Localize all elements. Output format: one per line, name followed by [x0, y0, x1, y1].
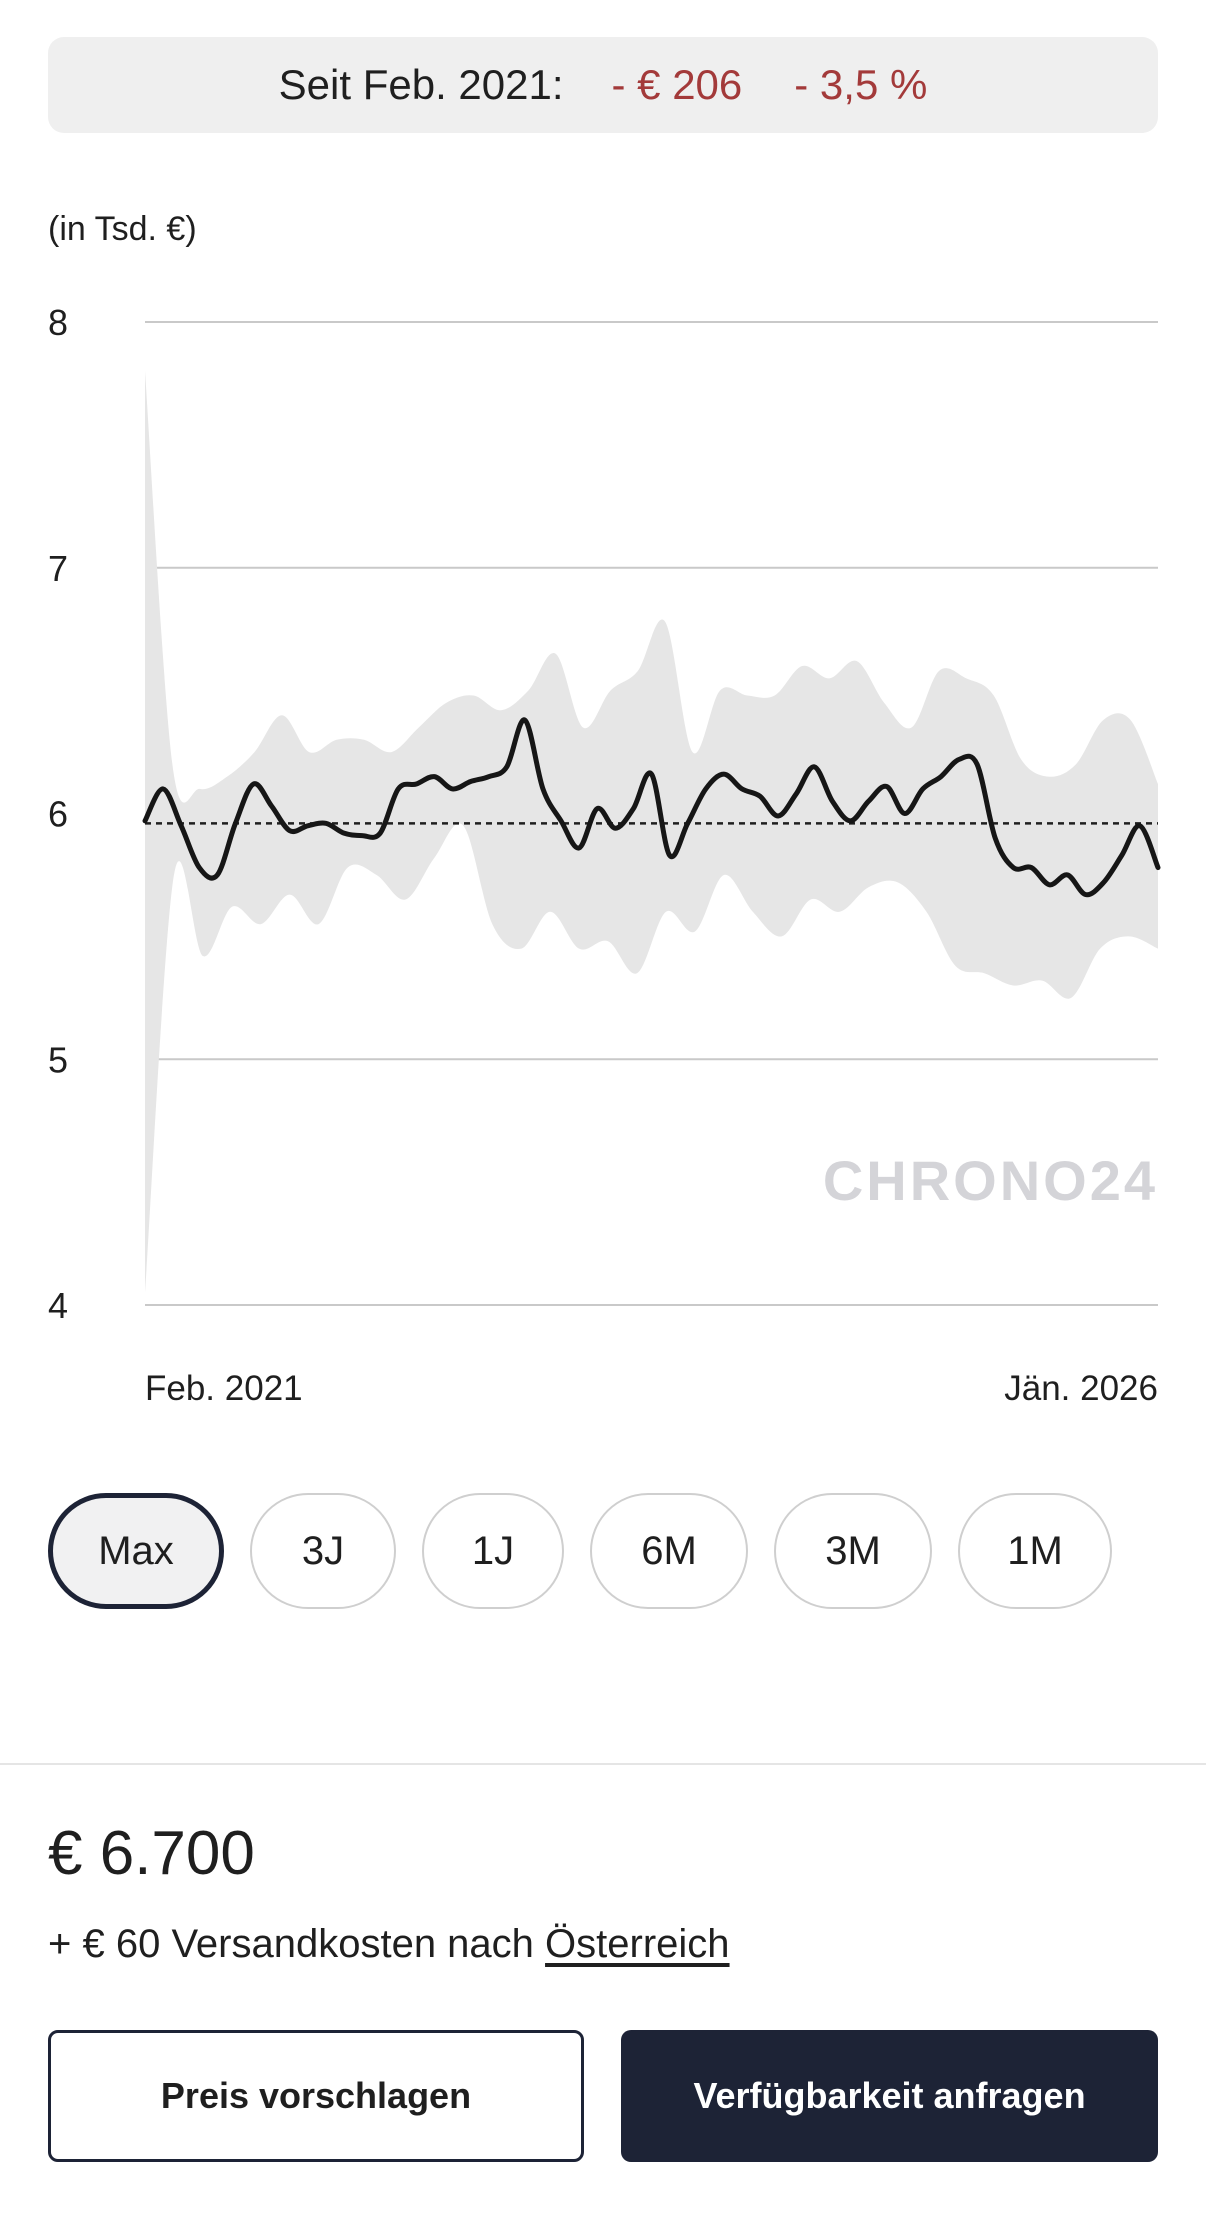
suggest-price-button[interactable]: Preis vorschlagen: [48, 2030, 584, 2162]
summary-change-percent: - 3,5 %: [794, 61, 928, 108]
range-option-1j[interactable]: 1J: [422, 1493, 564, 1609]
y-tick-label: 6: [48, 794, 68, 835]
shipping-info: + € 60 Versandkosten nach Österreich: [48, 1922, 730, 1967]
section-divider: [0, 1763, 1206, 1765]
request-availability-button[interactable]: Verfügbarkeit anfragen: [621, 2030, 1158, 2162]
range-option-max[interactable]: Max: [48, 1493, 224, 1609]
x-label-start: Feb. 2021: [145, 1369, 303, 1408]
summary-label: Seit Feb. 2021:: [278, 61, 564, 108]
chart-unit-label: (in Tsd. €): [48, 210, 197, 248]
range-option-1m[interactable]: 1M: [958, 1493, 1112, 1609]
range-option-6m[interactable]: 6M: [590, 1493, 748, 1609]
range-option-3j[interactable]: 3J: [250, 1493, 396, 1609]
chrono24-watermark: CHRONO24: [823, 1149, 1158, 1212]
x-label-end: Jän. 2026: [1004, 1369, 1158, 1408]
y-tick-label: 5: [48, 1039, 68, 1080]
y-tick-label: 8: [48, 302, 68, 343]
y-tick-label: 4: [48, 1285, 68, 1326]
shipping-cost: + € 60 Versandkosten nach: [48, 1922, 534, 1966]
range-selector: Max 3J 1J 6M 3M 1M: [48, 1493, 1112, 1609]
summary-change-absolute: - € 206: [611, 61, 743, 108]
price-series-line: [142, 717, 1161, 898]
price-range-band: [145, 371, 1158, 1293]
price-history-chart[interactable]: 8 7 6 5 4 CHRONO24 Feb. 2021 Jän. 2026: [0, 270, 1206, 1430]
range-option-3m[interactable]: 3M: [774, 1493, 932, 1609]
price-change-summary: Seit Feb. 2021: - € 206 - 3,5 %: [48, 37, 1158, 133]
shipping-country-link[interactable]: Österreich: [545, 1922, 730, 1966]
y-tick-label: 7: [48, 548, 68, 589]
price: € 6.700: [48, 1819, 255, 1888]
